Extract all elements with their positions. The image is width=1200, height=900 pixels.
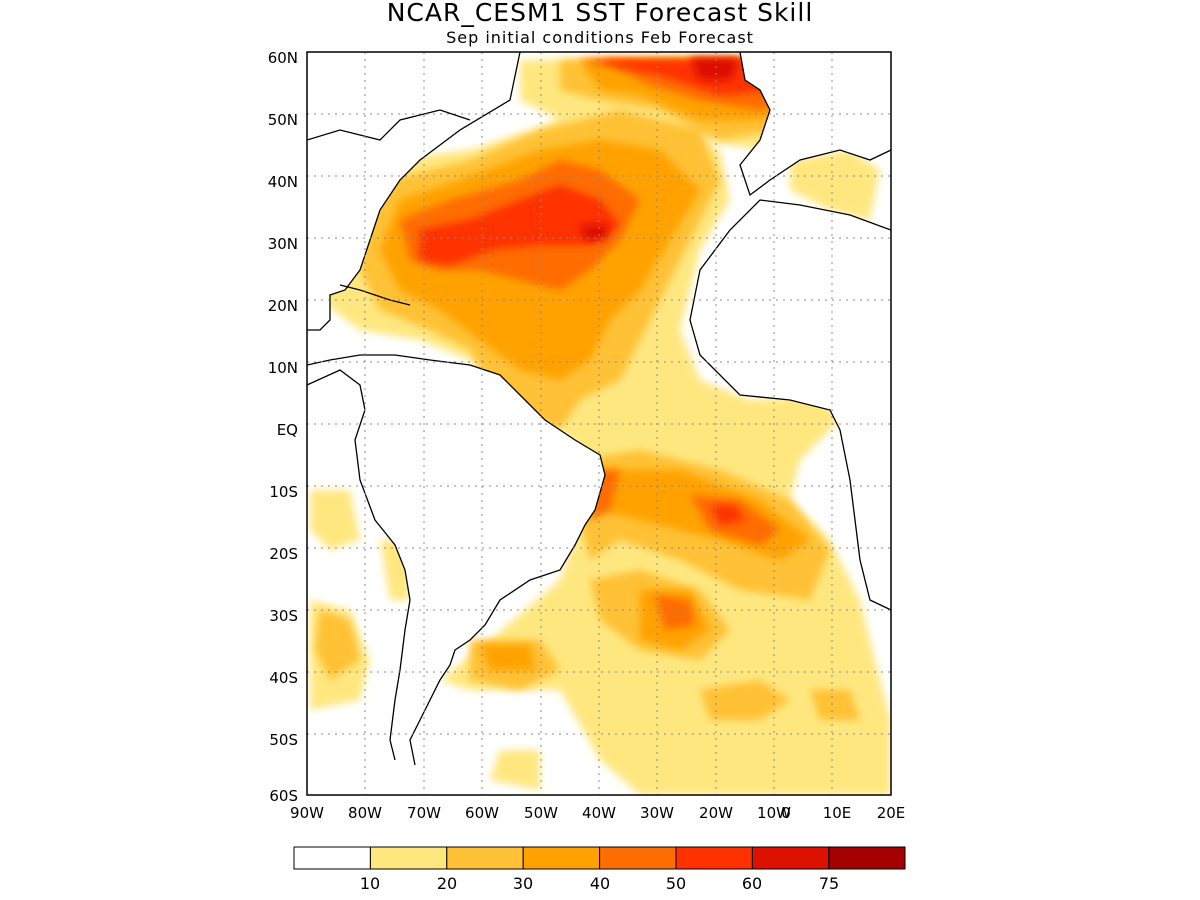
lat-label: 60N xyxy=(268,49,298,67)
land-masses xyxy=(307,52,891,765)
colorbar-label: 10 xyxy=(360,874,380,893)
longitude-labels: 90W 80W 70W 60W 50W 40W 30W 20W 10W 0 10… xyxy=(290,804,905,822)
lon-label: 40W xyxy=(582,804,616,822)
colorbar-label: 40 xyxy=(590,874,610,893)
lon-label: 50W xyxy=(524,804,558,822)
lat-label: 50S xyxy=(269,731,298,749)
colorbar: 10 20 30 40 50 60 75 xyxy=(293,846,906,893)
map-subtitle: Sep initial conditions Feb Forecast xyxy=(446,28,754,47)
graticule xyxy=(307,52,891,795)
lat-label: 30S xyxy=(269,607,298,625)
lat-label: 50N xyxy=(268,111,298,129)
colorbar-label: 20 xyxy=(437,874,457,893)
lat-label: 20N xyxy=(268,297,298,315)
lat-label: 40N xyxy=(268,173,298,191)
lat-label: 60S xyxy=(269,787,298,805)
lon-label: 30W xyxy=(640,804,674,822)
colorbar-swatch xyxy=(446,846,524,870)
colorbar-label: 30 xyxy=(513,874,533,893)
coastlines xyxy=(307,52,891,766)
colorbar-swatch xyxy=(369,846,448,870)
lat-label: 10N xyxy=(268,359,298,377)
colorbar-label: 50 xyxy=(666,874,686,893)
lon-label: 80W xyxy=(348,804,382,822)
map-title: NCAR_CESM1 SST Forecast Skill xyxy=(386,0,814,27)
lon-label: 20W xyxy=(699,804,733,822)
lat-label: 10S xyxy=(269,483,298,501)
colorbar-swatch xyxy=(675,846,753,870)
colorbar-label: 60 xyxy=(742,874,762,893)
lon-label: 70W xyxy=(407,804,441,822)
lat-label: 20S xyxy=(269,545,298,563)
colorbar-label: 75 xyxy=(819,874,839,893)
map-frame xyxy=(306,51,892,796)
colorbar-swatch xyxy=(828,846,906,870)
colorbar-swatch xyxy=(522,846,601,870)
skill-field xyxy=(307,52,891,795)
lon-label: 60W xyxy=(465,804,499,822)
lat-label: 40S xyxy=(269,669,298,687)
latitude-labels: 60N 50N 40N 30N 20N 10N EQ 10S 20S 30S 4… xyxy=(268,49,298,805)
lon-label: 10E xyxy=(823,804,852,822)
colorbar-swatch xyxy=(293,846,371,870)
colorbar-swatch xyxy=(599,846,677,870)
lon-label: 0 xyxy=(781,804,791,822)
lon-label: 20E xyxy=(877,804,906,822)
lat-label: 30N xyxy=(268,235,298,253)
colorbar-swatch xyxy=(751,846,830,870)
lon-label: 90W xyxy=(290,804,324,822)
lat-label: EQ xyxy=(277,421,298,439)
lon-label: 10W xyxy=(757,804,791,822)
